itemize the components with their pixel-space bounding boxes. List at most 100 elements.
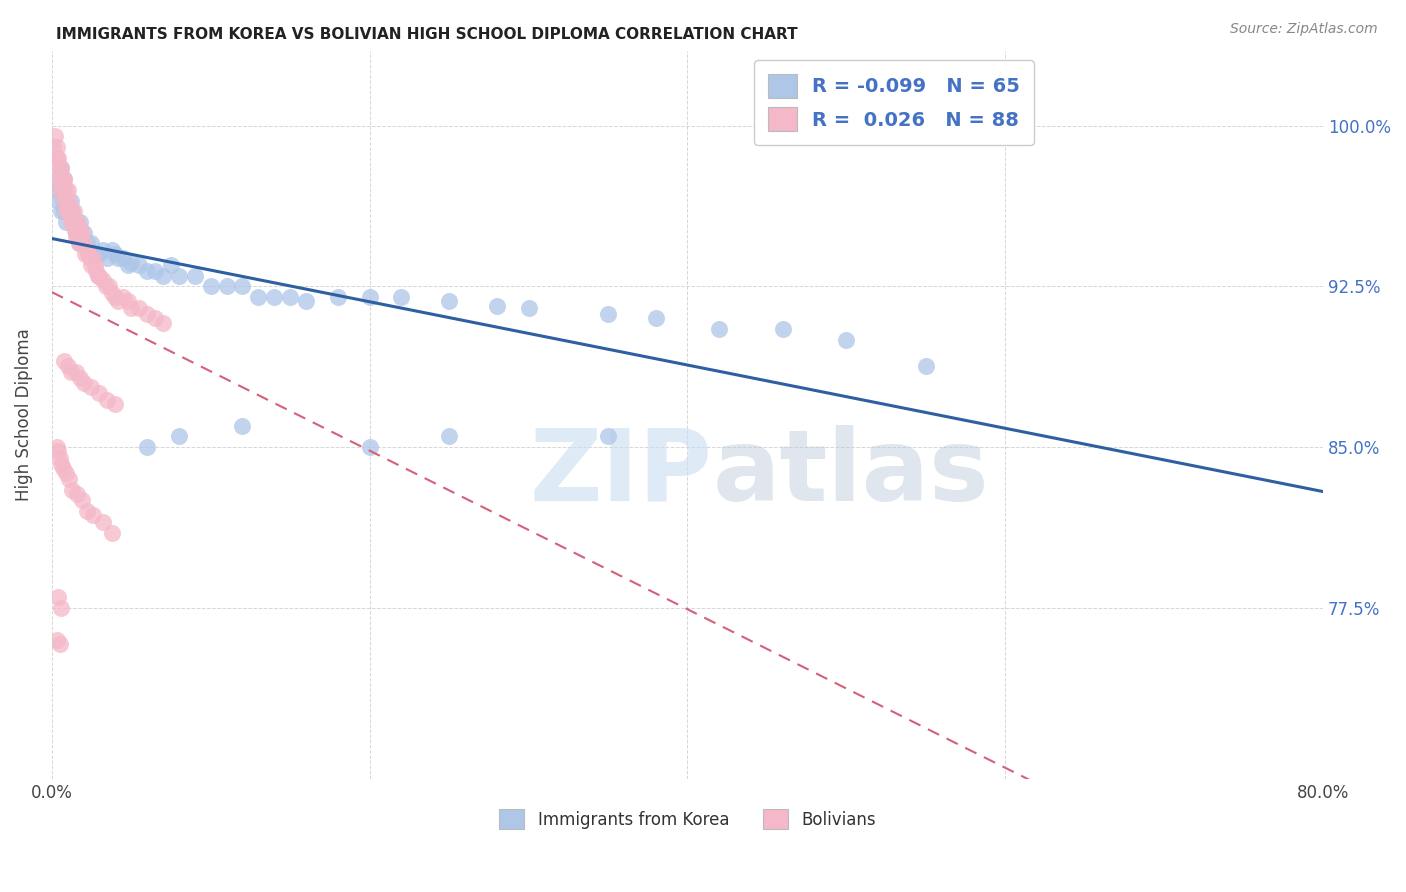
Point (184, 268, 207, 283)
Point (104, 290, 127, 304)
Point (63, 204, 86, 219)
Point (152, 316, 174, 330)
Point (128, 258, 150, 272)
Point (65, 215, 87, 229)
Point (263, 290, 285, 304)
Point (79, 252, 101, 266)
Point (48, 183, 70, 197)
Point (66, 215, 89, 229)
Point (53, 172, 76, 186)
Point (67, 230, 90, 244)
Point (67, 236, 90, 251)
Point (45, 632, 67, 647)
Point (46, 444, 69, 458)
Point (59, 194, 82, 208)
Point (112, 290, 135, 304)
Text: atlas: atlas (713, 425, 990, 522)
Point (51, 161, 73, 176)
Point (58, 194, 80, 208)
Point (55, 466, 77, 480)
Point (55, 204, 77, 219)
Point (359, 290, 381, 304)
Point (101, 285, 124, 300)
Point (62, 204, 84, 219)
Point (52, 461, 75, 475)
Point (143, 264, 166, 278)
Point (914, 359, 936, 373)
Point (231, 418, 253, 433)
Point (80, 236, 103, 251)
Point (76, 504, 98, 518)
Point (48, 450, 70, 465)
Point (59, 204, 82, 219)
Point (101, 525, 124, 540)
Point (104, 397, 127, 411)
Point (96, 392, 118, 407)
Point (128, 301, 150, 315)
Point (77, 247, 100, 261)
Point (167, 268, 190, 283)
Point (104, 247, 127, 261)
Point (52, 183, 75, 197)
Point (48, 637, 70, 651)
Point (437, 429, 460, 443)
Point (91, 243, 114, 257)
Point (45, 440, 67, 454)
Point (485, 299, 508, 313)
Point (58, 472, 80, 486)
Point (56, 183, 79, 197)
Point (167, 429, 190, 443)
Point (66, 226, 89, 240)
Point (94, 279, 117, 293)
Point (46, 151, 69, 165)
Point (63, 221, 86, 235)
Point (76, 243, 98, 257)
Text: Source: ZipAtlas.com: Source: ZipAtlas.com (1230, 22, 1378, 37)
Point (65, 226, 87, 240)
Point (55, 183, 77, 197)
Point (136, 440, 159, 454)
Point (87, 268, 110, 283)
Point (200, 279, 222, 293)
Point (56, 204, 79, 219)
Point (76, 236, 98, 251)
Point (247, 290, 270, 304)
Point (84, 264, 107, 278)
Point (596, 307, 619, 321)
Point (67, 236, 90, 251)
Point (82, 252, 104, 266)
Point (65, 365, 87, 379)
Point (59, 215, 82, 229)
Point (326, 290, 349, 304)
Point (772, 322, 794, 336)
Point (58, 204, 80, 219)
Point (45, 151, 67, 165)
Text: ZIP: ZIP (530, 425, 713, 522)
Point (44, 151, 66, 165)
Point (52, 194, 75, 208)
Text: IMMIGRANTS FROM KOREA VS BOLIVIAN HIGH SCHOOL DIPLOMA CORRELATION CHART: IMMIGRANTS FROM KOREA VS BOLIVIAN HIGH S… (56, 27, 797, 42)
Point (55, 215, 77, 229)
Point (44, 129, 66, 144)
Point (89, 386, 111, 401)
Point (46, 172, 69, 186)
Point (160, 258, 183, 272)
Point (596, 429, 619, 443)
Point (52, 172, 75, 186)
Point (44, 172, 66, 186)
Point (69, 221, 91, 235)
Point (215, 279, 238, 293)
Point (69, 215, 91, 229)
Point (72, 226, 94, 240)
Point (46, 590, 69, 604)
Point (96, 252, 118, 266)
Point (59, 365, 82, 379)
Point (70, 226, 93, 240)
Point (231, 279, 253, 293)
Point (117, 258, 139, 272)
Point (51, 172, 73, 186)
Legend: Immigrants from Korea, Bolivians: Immigrants from Korea, Bolivians (492, 803, 882, 836)
Point (56, 359, 79, 373)
Point (42, 140, 65, 154)
Point (644, 311, 666, 326)
